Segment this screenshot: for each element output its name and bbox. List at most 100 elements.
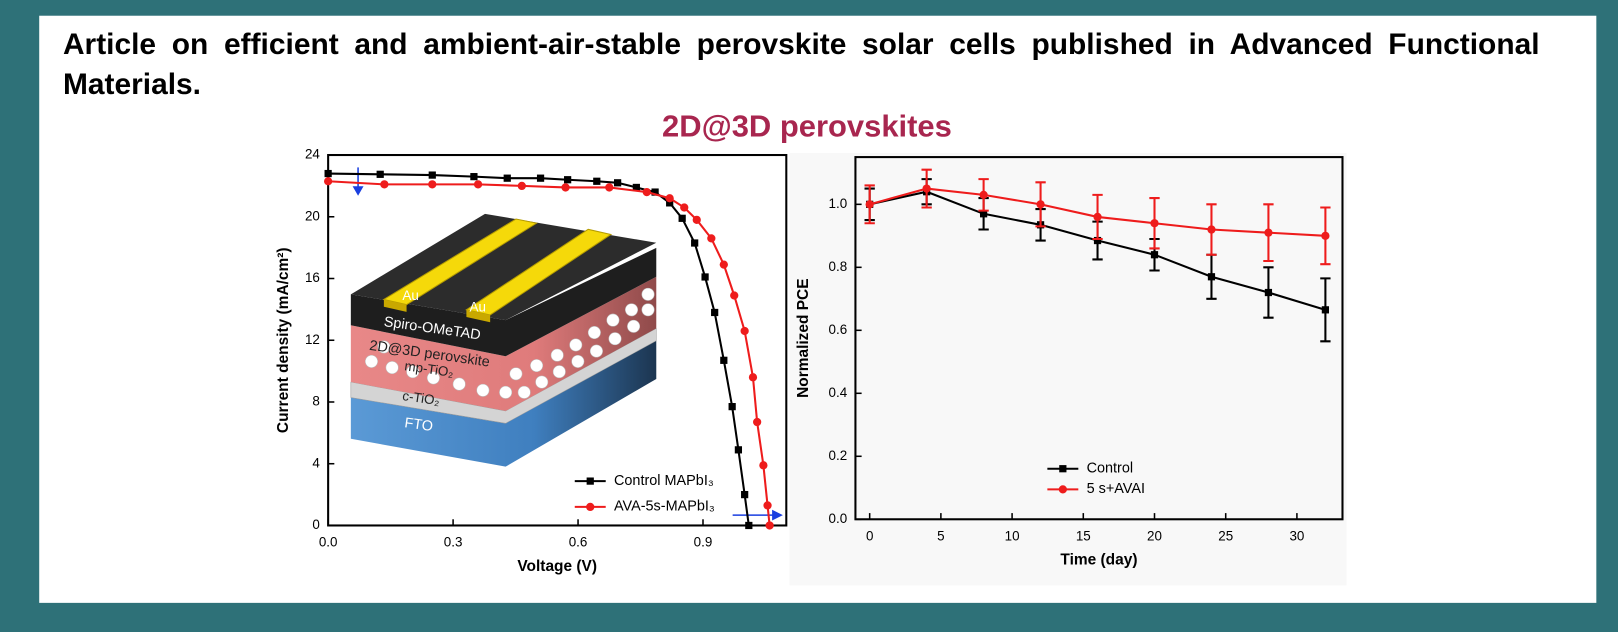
y-tick-label: 0.4 [829,385,848,400]
x-tick-label: 30 [1289,528,1304,543]
marker [586,477,594,485]
marker [707,234,716,243]
y-tick-label: 0.2 [829,448,848,463]
marker [711,308,719,317]
marker [380,180,389,189]
gold-electrode [382,218,538,306]
marker [734,446,743,454]
x-axis-label: Time (day) [1060,552,1137,569]
y-tick-label: 0 [312,517,319,532]
marker [979,210,988,218]
x-tick-label: 0.6 [569,535,588,550]
marker [701,273,709,281]
marker [536,174,545,182]
legend-label: Control [1087,461,1134,477]
marker [1150,219,1159,228]
subtitle: 2D@3D perovskites [662,108,952,143]
marker [730,291,739,300]
chart-background [789,152,1347,586]
marker [473,180,483,189]
marker [1207,225,1216,234]
y-tick-label: 0.6 [829,322,848,337]
y-tick-label: 0.0 [829,511,848,526]
marker [745,521,753,530]
legend-label: 5 s+AVAI [1087,481,1145,497]
marker [865,200,874,209]
marker [979,190,988,200]
marker [1321,231,1330,240]
marker [593,177,601,185]
plot-frame [854,156,1344,521]
y-tick-label: 8 [312,394,319,409]
marker [678,214,686,222]
marker [642,187,651,197]
gold-electrode-edge [466,309,491,323]
legend-label: AVA-5s-MAPbI₃ [614,499,715,515]
marker [740,326,749,336]
marker [665,194,674,203]
y-tick-label: 4 [312,455,320,470]
y-tick-label: 24 [305,147,320,162]
marker [692,215,701,224]
inset-label: FTO [403,415,434,435]
spiro-layer [350,247,657,357]
marker [922,184,931,193]
marker [324,169,332,178]
y-tick-label: 20 [305,208,320,223]
plot-frame [327,153,788,527]
y-axis-label: Current density (mA/cm²) [275,247,292,433]
gold-electrode-edge [383,299,407,312]
y-axis-label: Normalized PCE [795,278,812,397]
device-inset: Au Au Spiro-OMeTAD 2D@3D perovskite mp-T… [350,213,657,467]
arrows [352,167,783,521]
marker [470,173,478,181]
header-text: Article on efficient and ambient-air-sta… [62,28,1540,102]
marker [1321,306,1330,314]
x-tick-label: 10 [1005,528,1020,543]
x-tick-label: 0 [866,528,873,543]
marker [614,179,622,187]
marker [561,183,570,192]
x-tick-label: 25 [1218,528,1233,543]
marker [324,177,333,186]
marker [741,490,749,499]
marker [428,180,437,189]
marker [605,183,614,192]
marker [1093,236,1102,245]
y-tick-label: 0.8 [829,259,848,274]
marker [1264,228,1273,237]
marker [719,260,728,269]
marker [1264,288,1273,297]
x-tick-label: 0.0 [319,535,338,550]
marker [1093,212,1102,222]
header-box: Article on efficient and ambient-air-sta… [62,28,1540,102]
marker [586,502,595,512]
x-tick-label: 0.3 [444,535,463,550]
legend-label: Control MAPbI₃ [614,473,714,489]
x-tick-label: 0.9 [694,535,713,550]
gold-electrode [465,228,613,316]
marker [666,199,674,207]
marker [503,174,511,182]
y-tick-label: 1.0 [829,196,848,211]
marker [748,373,758,382]
marker [691,239,699,247]
marker [376,170,384,178]
marker [763,501,772,510]
marker [765,521,774,530]
marker [1207,273,1216,281]
marker [1059,465,1067,473]
y-tick-label: 16 [305,270,320,285]
x-tick-label: 5 [937,528,944,543]
marker [728,403,736,411]
marker [517,181,526,191]
inset-label: c-TiO₂ [402,388,441,408]
inset-label: Au [402,288,418,303]
marker [632,183,640,192]
marker [1150,251,1159,259]
marker [753,417,762,427]
nanoparticles [365,287,655,399]
fto-layer [350,340,657,467]
x-tick-label: 20 [1147,528,1162,543]
